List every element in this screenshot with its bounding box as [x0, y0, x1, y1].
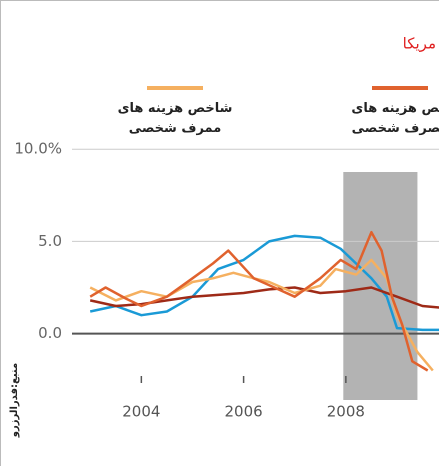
y-tick-label: 10.0% [14, 140, 62, 158]
chart-title: مریکا [403, 35, 436, 53]
legend-label: شاخص هزینه های ممرف شخصی [118, 101, 233, 136]
series-line [89, 234, 439, 332]
recession-band [343, 172, 418, 400]
x-tick-label: 2006 [225, 403, 263, 421]
series-line [89, 230, 429, 372]
source: منبع:فدرالرزرو [9, 363, 20, 438]
x-tick-label: 2008 [327, 403, 365, 421]
y-tick-label: 0.0 [38, 324, 62, 342]
legend-label: خص هزینه های مصرف شخصی [351, 101, 439, 136]
y-tick-label: 5.0 [38, 232, 62, 250]
x-tick-label: 2004 [122, 403, 160, 421]
